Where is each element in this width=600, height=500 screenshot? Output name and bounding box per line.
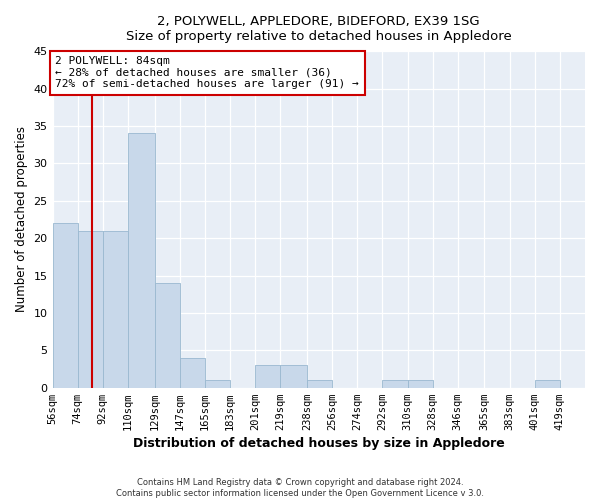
Bar <box>155 283 180 388</box>
Bar <box>53 223 77 388</box>
Bar <box>255 366 280 388</box>
Bar <box>407 380 433 388</box>
Bar <box>205 380 230 388</box>
Text: Contains HM Land Registry data © Crown copyright and database right 2024.
Contai: Contains HM Land Registry data © Crown c… <box>116 478 484 498</box>
Y-axis label: Number of detached properties: Number of detached properties <box>15 126 28 312</box>
Bar <box>307 380 332 388</box>
Bar <box>180 358 205 388</box>
Bar <box>382 380 407 388</box>
Bar <box>128 134 155 388</box>
Bar <box>280 366 307 388</box>
Bar <box>77 230 103 388</box>
Bar <box>103 230 128 388</box>
X-axis label: Distribution of detached houses by size in Appledore: Distribution of detached houses by size … <box>133 437 505 450</box>
Bar <box>535 380 560 388</box>
Title: 2, POLYWELL, APPLEDORE, BIDEFORD, EX39 1SG
Size of property relative to detached: 2, POLYWELL, APPLEDORE, BIDEFORD, EX39 1… <box>126 15 512 43</box>
Text: 2 POLYWELL: 84sqm
← 28% of detached houses are smaller (36)
72% of semi-detached: 2 POLYWELL: 84sqm ← 28% of detached hous… <box>55 56 359 90</box>
